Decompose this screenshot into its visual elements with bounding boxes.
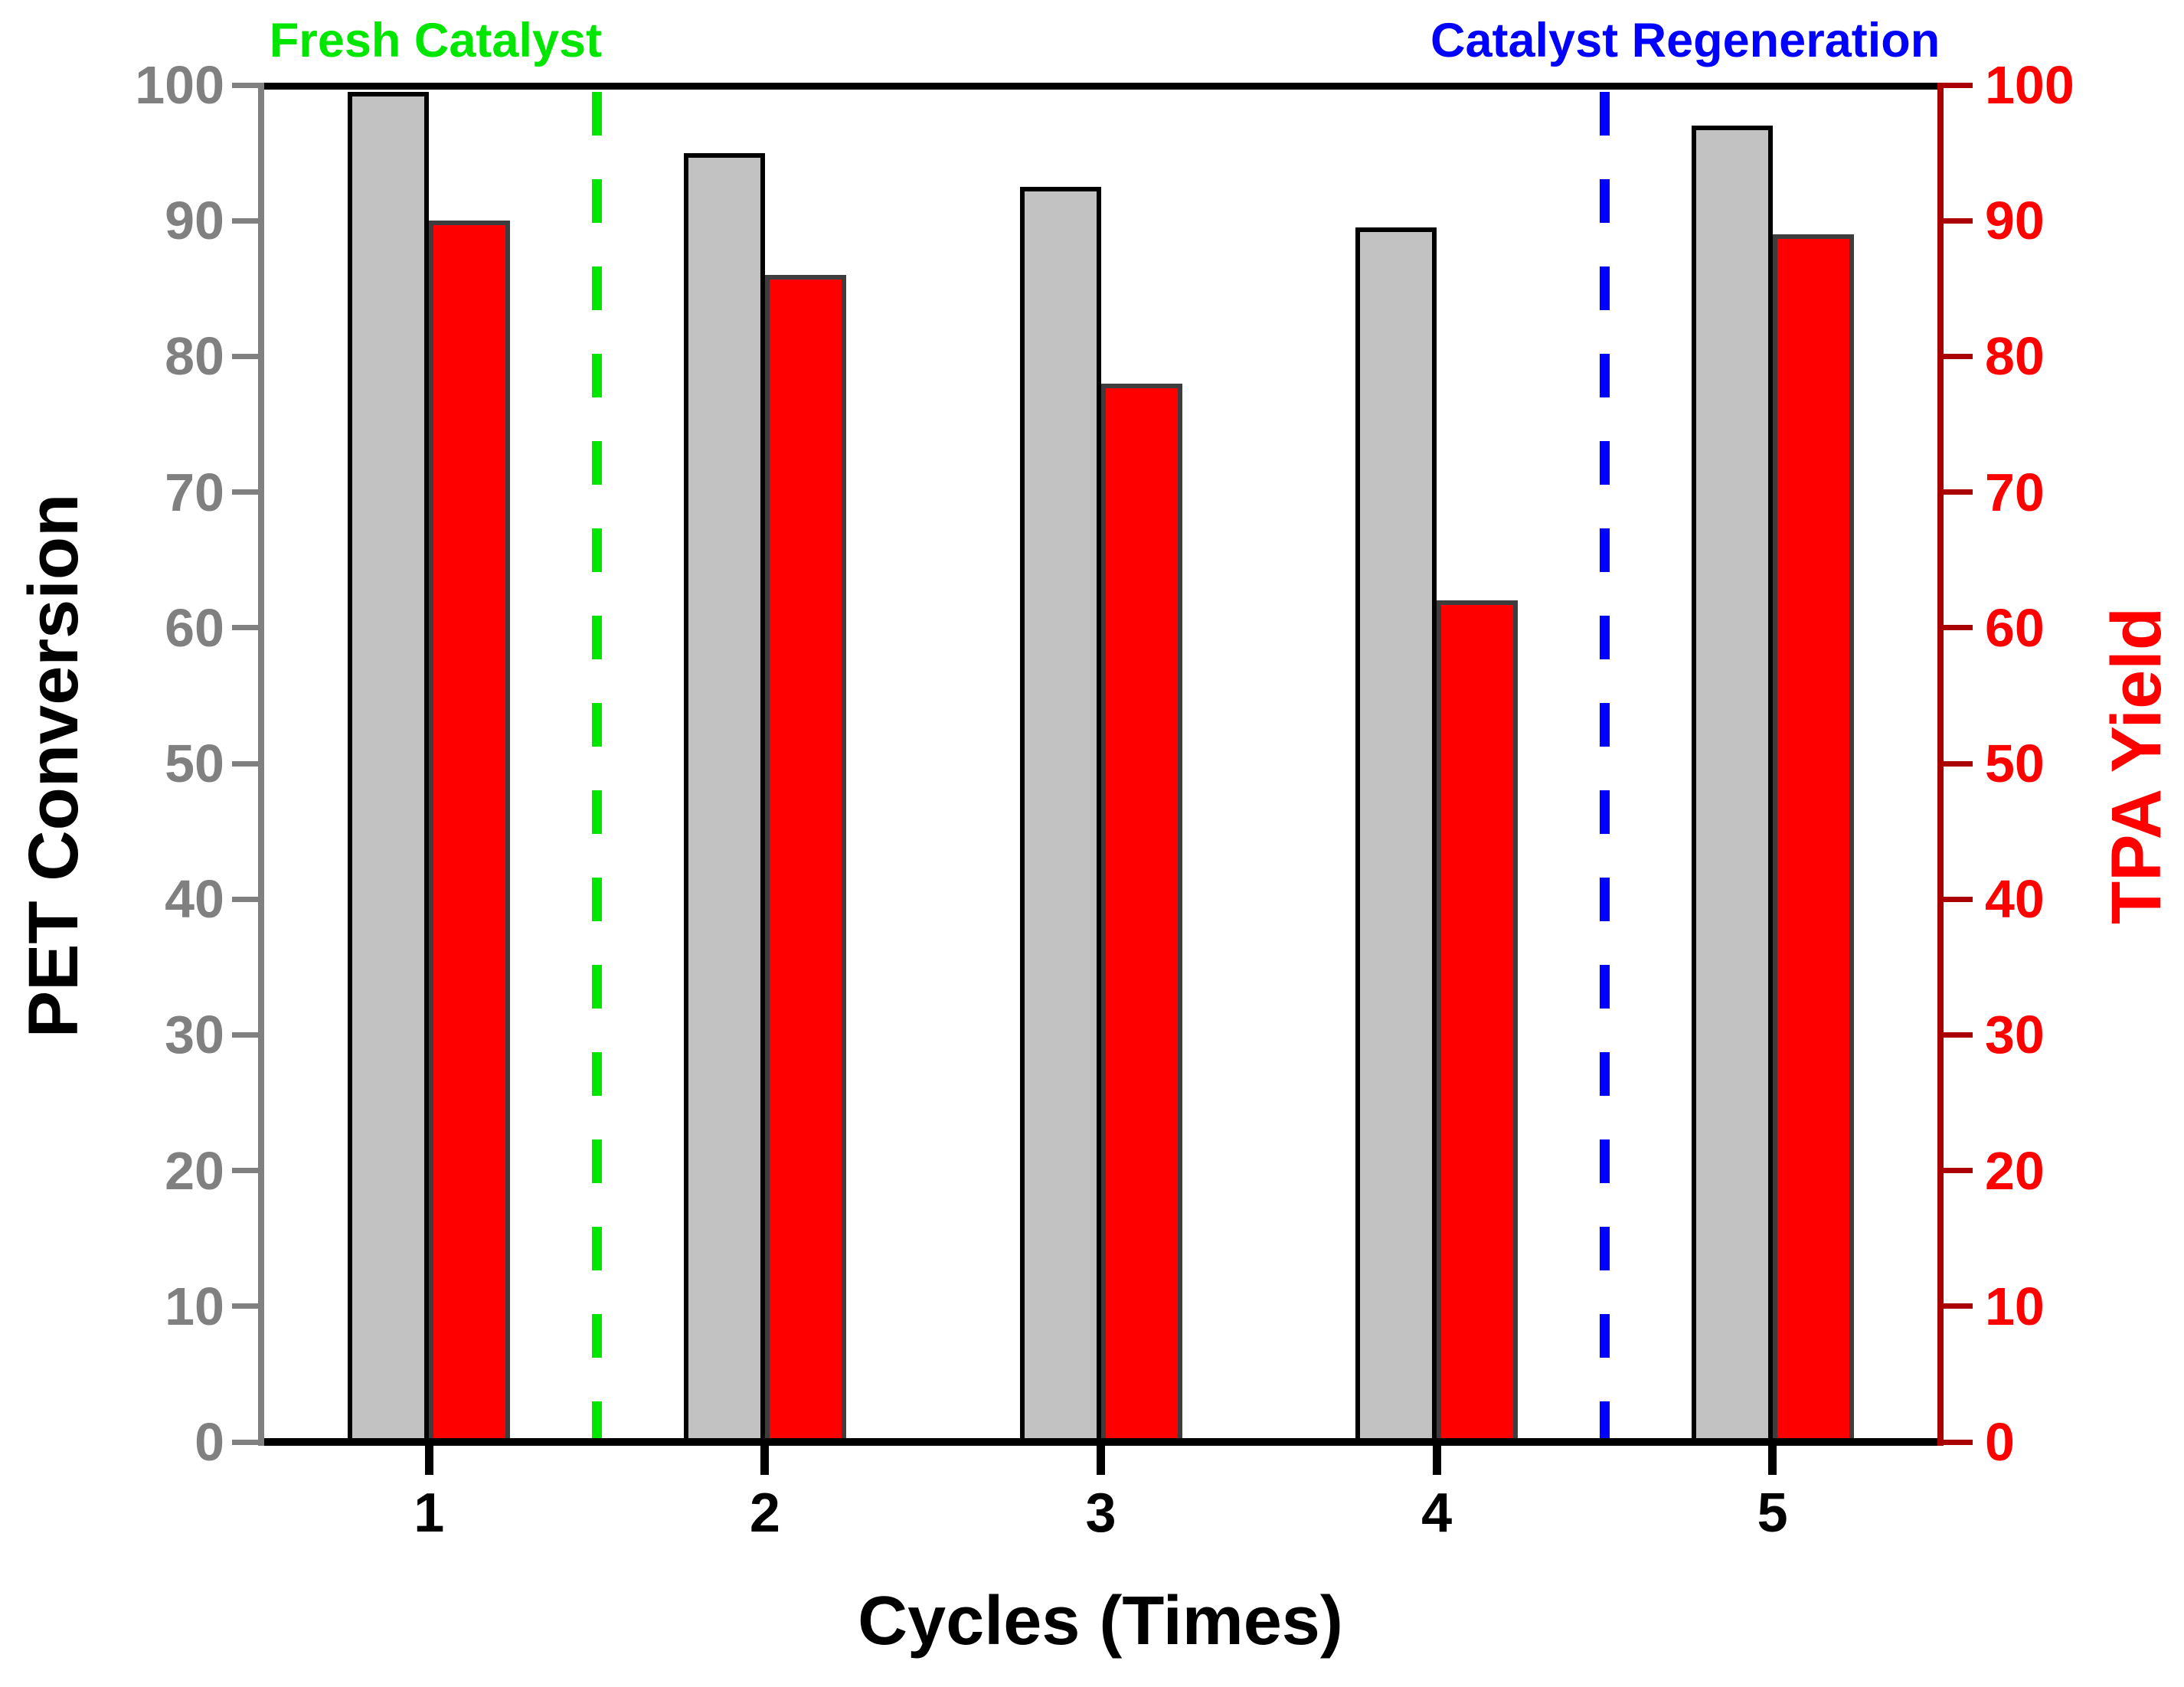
x-axis-tick [1097,1446,1105,1475]
right-axis-tick-label: 60 [1985,597,2045,658]
right-axis-tick [1944,1303,1973,1309]
x-axis-tick [1768,1446,1777,1475]
x-axis-tick-label: 4 [1421,1483,1453,1544]
x-axis-title: Cycles (Times) [858,1583,1343,1659]
right-axis [1937,83,1944,1446]
right-axis-tick-label: 50 [1985,734,2045,793]
left-axis-tick-label: 50 [165,734,224,793]
left-axis-tick [232,489,261,495]
pet-conversion-bar [1355,227,1437,1445]
right-axis-tick-label: 90 [1985,191,2045,251]
pet-conversion-bar [1019,186,1101,1445]
right-axis-tick [1944,1439,1973,1445]
left-axis-tick-label: 10 [165,1276,224,1336]
left-axis-title: PET Conversion [15,493,93,1038]
right-axis-tick-label: 100 [1985,55,2074,115]
fresh-catalyst-dashed-line [592,92,603,1438]
left-axis-tick-label: 60 [165,597,224,658]
left-axis-tick-label: 20 [165,1140,224,1201]
pet-conversion-bar [1691,126,1773,1445]
right-axis-tick-label: 10 [1985,1276,2045,1336]
right-axis-tick [1944,1168,1973,1174]
x-axis-tick-label: 5 [1757,1483,1788,1544]
right-axis-tick [1944,489,1973,495]
left-axis-tick [232,1031,261,1038]
left-axis-tick [232,625,261,631]
right-axis-tick-label: 0 [1985,1412,2015,1472]
tpa-yield-bar [429,221,511,1445]
tpa-yield-bar [1772,234,1854,1445]
pet-conversion-bar [348,91,430,1445]
right-axis-tick [1944,217,1973,224]
left-axis-tick [232,353,261,359]
x-axis-tick-label: 1 [414,1483,445,1544]
left-axis-tick [232,760,261,767]
right-axis-tick-label: 80 [1985,326,2045,387]
right-axis-tick-label: 70 [1985,462,2045,522]
tpa-yield-bar [1100,383,1182,1445]
tpa-yield-bar [1437,600,1519,1445]
left-axis-tick-label: 70 [165,462,224,522]
left-axis-tick-label: 80 [165,326,224,387]
right-axis-tick-label: 40 [1985,869,2045,930]
left-axis-tick-label: 40 [165,869,224,930]
right-axis-tick [1944,353,1973,359]
pet-conversion-bar [683,152,765,1445]
left-axis-tick [232,1439,261,1445]
right-axis-tick [1944,625,1973,631]
catalyst-regeneration-dashed-line [1599,92,1610,1438]
left-axis-tick [232,217,261,224]
right-axis-title: TPA Yield [2097,606,2176,925]
x-axis-tick [424,1446,433,1475]
x-axis-tick-label: 2 [749,1483,780,1544]
left-axis-tick-label: 100 [135,55,224,115]
left-axis-tick [232,1168,261,1174]
left-axis-tick [232,82,261,88]
x-axis-tick-label: 3 [1085,1483,1117,1544]
x-axis-tick [1432,1446,1441,1475]
x-axis-tick [760,1446,770,1475]
annotation-fresh-catalyst: Fresh Catalyst [269,14,602,67]
right-axis-tick [1944,760,1973,767]
left-axis-tick [232,896,261,902]
right-axis-tick-label: 30 [1985,1005,2045,1065]
right-axis-tick [1944,82,1973,88]
left-axis-tick-label: 90 [165,191,224,251]
right-axis-tick [1944,896,1973,902]
top-axis [258,83,1944,90]
left-axis-tick-label: 0 [195,1412,224,1472]
bottom-axis [258,1438,1944,1446]
annotation-catalyst-regeneration: Catalyst Regeneration [1430,14,1940,67]
right-axis-tick [1944,1031,1973,1038]
right-axis-tick-label: 20 [1985,1140,2045,1201]
left-axis-tick [232,1303,261,1309]
tpa-yield-bar [764,275,846,1445]
left-axis-tick-label: 30 [165,1005,224,1065]
left-axis [258,83,264,1446]
